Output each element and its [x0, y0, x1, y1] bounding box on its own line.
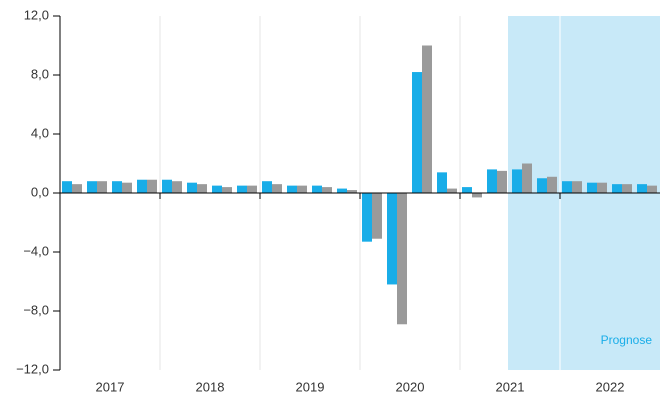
- bar: [362, 193, 372, 242]
- x-tick-label: 2022: [596, 379, 625, 394]
- bar: [397, 193, 407, 325]
- bar: [172, 181, 182, 193]
- bar: [572, 181, 582, 193]
- bar: [447, 188, 457, 193]
- y-tick-label: 4,0: [31, 125, 49, 140]
- y-tick-label: −12,0: [16, 361, 49, 376]
- bar: [637, 184, 647, 193]
- bar: [212, 185, 222, 193]
- bar: [387, 193, 397, 285]
- x-tick-label: 2019: [296, 379, 325, 394]
- bar: [587, 182, 597, 193]
- bar: [647, 185, 657, 193]
- bar: [137, 179, 147, 193]
- bar: [237, 185, 247, 193]
- bar: [187, 182, 197, 193]
- bar: [462, 187, 472, 193]
- bar: [337, 188, 347, 193]
- bar: [247, 185, 257, 193]
- bar: [612, 184, 622, 193]
- x-tick-label: 2020: [396, 379, 425, 394]
- bar: [87, 181, 97, 193]
- bar: [437, 172, 447, 193]
- y-tick-label: 12,0: [24, 7, 49, 22]
- annotation: Prognose: [601, 333, 653, 347]
- bar: [222, 187, 232, 193]
- bar: [522, 163, 532, 193]
- bar: [297, 185, 307, 193]
- bar: [312, 185, 322, 193]
- bar: [122, 182, 132, 193]
- bar: [62, 181, 72, 193]
- x-tick-label: 2018: [196, 379, 225, 394]
- bar: [547, 176, 557, 193]
- bar: [597, 182, 607, 193]
- bar: [622, 184, 632, 193]
- x-tick-label: 2017: [96, 379, 125, 394]
- bar: [262, 181, 272, 193]
- bar: [422, 45, 432, 193]
- bar: [162, 179, 172, 193]
- bar: [147, 179, 157, 193]
- bar: [347, 190, 357, 193]
- bar: [472, 193, 482, 198]
- bar: [72, 184, 82, 193]
- bar: [512, 169, 522, 193]
- y-tick-label: 8,0: [31, 66, 49, 81]
- y-tick-label: −4,0: [23, 243, 49, 258]
- bar: [372, 193, 382, 239]
- y-tick-label: 0,0: [31, 184, 49, 199]
- bar: [487, 169, 497, 193]
- bar: [562, 181, 572, 193]
- bar: [272, 184, 282, 193]
- bar: [537, 178, 547, 193]
- bar: [112, 181, 122, 193]
- y-tick-label: −8,0: [23, 302, 49, 317]
- bar: [97, 181, 107, 193]
- bar: [322, 187, 332, 193]
- bar: [497, 170, 507, 193]
- bar: [197, 184, 207, 193]
- bar: [412, 72, 422, 193]
- x-tick-label: 2021: [496, 379, 525, 394]
- bar: [287, 185, 297, 193]
